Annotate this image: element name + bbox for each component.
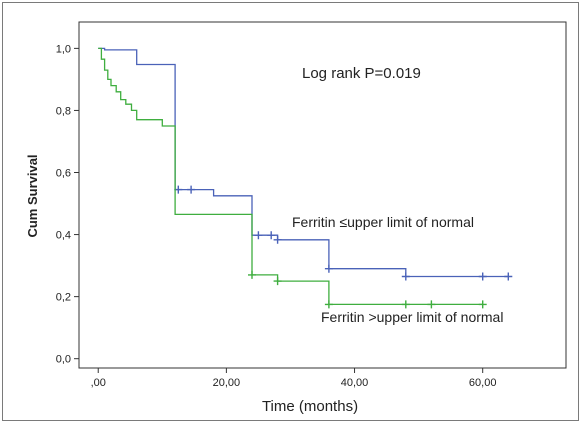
censor-mark-series-1 xyxy=(401,300,410,309)
censor-mark-series-1 xyxy=(427,300,436,309)
censor-mark-series-1 xyxy=(248,270,256,279)
y-tick-label: 1,0 xyxy=(56,43,71,55)
x-tick-label: ,00 xyxy=(91,377,106,389)
x-tick-label: 20,00 xyxy=(213,377,241,389)
y-axis-label: Cum Survival xyxy=(25,154,40,237)
log-rank-annotation: Log rank P=0.019 xyxy=(302,65,421,82)
censor-mark-series-0 xyxy=(267,231,276,240)
censor-mark-series-0 xyxy=(187,185,196,194)
x-tick-label: 40,00 xyxy=(341,377,369,389)
y-tick-label: 0,6 xyxy=(56,168,71,180)
x-tick-label: 60,00 xyxy=(469,377,497,389)
y-tick-label: 0,4 xyxy=(56,230,71,242)
y-tick-label: 0,2 xyxy=(56,292,71,304)
censor-mark-series-0 xyxy=(273,235,282,244)
censor-mark-series-1 xyxy=(478,300,487,309)
plot-area xyxy=(78,21,567,369)
censor-mark-series-1 xyxy=(273,277,282,286)
censor-mark-series-0 xyxy=(324,264,333,273)
survival-curve-series-1 xyxy=(98,47,483,306)
axes: 0,0 0,2 0,4 0,6 0,8 1,0 ,00 20,00 40,00 60,00 xyxy=(56,43,497,389)
series-label-ferritin-normal: Ferritin ≤upper limit of normal xyxy=(292,214,474,230)
series-label-ferritin-high: Ferritin >upper limit of normal xyxy=(321,309,503,325)
censor-mark-series-0 xyxy=(254,231,263,240)
y-tick-label: 0,8 xyxy=(56,105,71,117)
y-tick-label: 0,0 xyxy=(56,354,71,366)
censor-mark-series-0 xyxy=(504,272,513,281)
censor-mark-series-0 xyxy=(478,272,487,281)
series-layer xyxy=(98,47,513,309)
survival-curve-series-0 xyxy=(98,47,509,278)
censor-mark-series-0 xyxy=(401,272,410,281)
x-axis-label: Time (months) xyxy=(262,398,358,415)
censor-mark-series-1 xyxy=(324,300,333,309)
